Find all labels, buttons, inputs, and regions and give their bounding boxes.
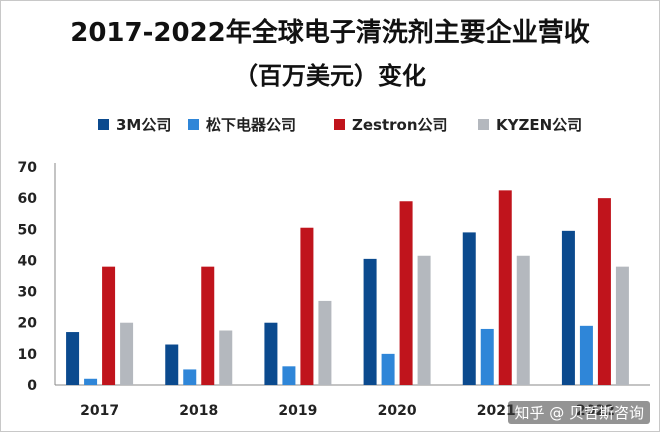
x-tick-label: 2018 (179, 403, 218, 419)
bar-2022-series-0 (561, 230, 575, 385)
bar-2021-series-3 (516, 255, 530, 385)
bar-2020-series-2 (399, 201, 413, 385)
bar-2018-series-1 (183, 369, 197, 385)
x-tick-label: 2021 (477, 403, 516, 419)
bar-2020-series-3 (417, 255, 431, 385)
bar-2021-series-1 (480, 328, 494, 385)
bar-2017-series-0 (66, 332, 80, 385)
bar-2019-series-0 (264, 322, 278, 385)
watermark: 知乎 @ 贝哲斯咨询 (508, 401, 650, 424)
bar-2019-series-2 (300, 227, 314, 385)
bar-2018-series-0 (165, 344, 179, 385)
chart-title: 2017-2022年全球电子清洗剂主要企业营收 (70, 18, 590, 48)
legend-label-kyzen: KYZEN公司 (496, 116, 583, 134)
bar-2018-series-3 (219, 330, 233, 385)
legend-item-zestron: Zestron公司 (334, 114, 448, 135)
x-tick-label: 2020 (378, 403, 417, 419)
y-tick-label: 20 (18, 316, 38, 332)
legend-label-3m: 3M公司 (116, 116, 172, 134)
y-tick-label: 10 (18, 347, 38, 363)
bar-2021-series-2 (498, 190, 512, 385)
legend-label-zestron: Zestron公司 (352, 116, 448, 134)
bar-2022-series-3 (615, 266, 629, 385)
legend-item-3m: 3M公司 (98, 114, 171, 135)
y-tick-label: 60 (18, 191, 38, 207)
bar-2020-series-0 (363, 258, 377, 385)
y-tick-label: 40 (18, 253, 38, 269)
legend-swatch-3m (98, 119, 109, 130)
legend-item-kyzen: KYZEN公司 (478, 114, 582, 135)
bar-2018-series-2 (201, 266, 215, 385)
y-tick-label: 70 (18, 160, 38, 176)
bar-2019-series-3 (318, 300, 332, 385)
bar-2017-series-2 (102, 266, 116, 385)
y-tick-label: 50 (18, 222, 38, 238)
bar-2021-series-0 (462, 232, 476, 385)
legend-item-panasonic: 松下电器公司 (188, 114, 296, 135)
bar-2020-series-1 (381, 353, 395, 385)
x-tick-label: 2019 (278, 403, 317, 419)
legend-swatch-zestron (334, 119, 345, 130)
legend-label-panasonic: 松下电器公司 (206, 116, 297, 134)
legend: 3M公司 松下电器公司 Zestron公司 KYZEN公司 (0, 114, 660, 138)
bar-2022-series-1 (579, 325, 593, 385)
y-tick-label: 30 (18, 285, 38, 301)
legend-swatch-panasonic (188, 119, 199, 130)
legend-swatch-kyzen (478, 119, 489, 130)
x-tick-label: 2017 (80, 403, 119, 419)
bar-2019-series-1 (282, 366, 296, 385)
y-tick-label: 0 (27, 378, 37, 394)
bar-2017-series-1 (84, 378, 98, 385)
bar-2022-series-2 (597, 198, 611, 385)
bar-2017-series-3 (120, 322, 134, 385)
chart-subtitle: （百万美元）变化 (234, 62, 426, 90)
